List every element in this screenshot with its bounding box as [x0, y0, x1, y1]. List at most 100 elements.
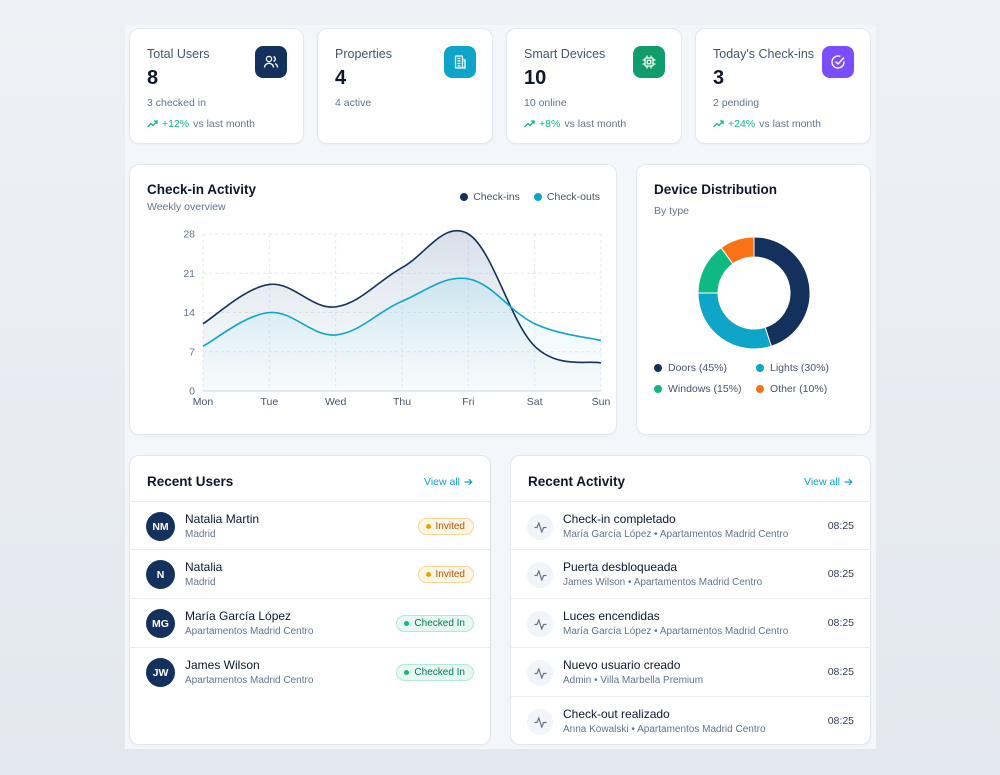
activity-row[interactable]: Luces encendidas María García López • Ap… — [511, 599, 870, 648]
device-distribution-card: Device Distribution By type Doors (45%) … — [636, 164, 871, 435]
user-row[interactable]: MG María García López Apartamentos Madri… — [130, 599, 490, 648]
stat-value: 8 — [147, 67, 159, 89]
legend-swatch — [756, 385, 764, 393]
activity-user: María García López — [563, 529, 652, 540]
trend-suffix: vs last month — [193, 118, 256, 130]
chart-legend: Check-ins Check-outs — [460, 191, 600, 203]
stat-sub: 3 checked in — [147, 97, 206, 109]
legend-item-checkouts[interactable]: Check-outs — [533, 191, 600, 203]
x-tick-label: Tue — [260, 396, 278, 408]
activity-time: 08:25 — [827, 715, 854, 727]
view-all-activity-link[interactable]: View all — [804, 476, 853, 488]
legend-item-checkins[interactable]: Check-ins — [460, 191, 520, 203]
user-name: María García López — [185, 609, 292, 623]
activity-title: Nuevo usuario creado — [563, 658, 681, 672]
donut-legend: Doors (45%) Lights (30%) Windows (15%) O… — [654, 362, 856, 395]
activity-title: Check-out realizado — [563, 707, 670, 721]
stat-trend: +24% vs last month — [713, 118, 821, 130]
user-location: Apartamentos Madrid Centro — [185, 626, 314, 637]
legend-label: Check-outs — [546, 191, 600, 203]
stat-sub: 2 pending — [713, 97, 760, 109]
legend-label: Other (10%) — [770, 383, 828, 395]
legend-label: Check-ins — [473, 191, 520, 203]
activity-meta: María García López • Apartamentos Madrid… — [563, 626, 789, 637]
user-name: Natalia — [185, 560, 223, 574]
activity-row[interactable]: Puerta desbloqueada James Wilson • Apart… — [511, 550, 870, 599]
arrow-right-icon — [464, 478, 473, 486]
activity-title: Check-in completado — [563, 512, 676, 526]
user-location: Madrid — [185, 529, 216, 540]
stat-title: Total Users — [147, 47, 210, 61]
arrow-right-icon — [844, 478, 853, 486]
recent-activity-card: Recent Activity View all Check-in comple… — [510, 455, 871, 745]
stat-card-total-users[interactable]: Total Users 8 3 checked in +12% vs last … — [129, 28, 304, 144]
check-circle-icon — [822, 46, 854, 78]
activity-user: Anna Kowalski — [563, 724, 629, 735]
legend-label: Doors (45%) — [668, 362, 727, 374]
activity-user: James Wilson — [563, 577, 626, 588]
device-donut-chart — [697, 236, 811, 350]
stat-trend: +12% vs last month — [147, 118, 255, 130]
activity-title: Puerta desbloqueada — [563, 560, 678, 574]
user-name: James Wilson — [185, 658, 260, 672]
card-title: Check-in Activity — [147, 182, 257, 197]
activity-meta: Anna Kowalski • Apartamentos Madrid Cent… — [563, 724, 766, 735]
status-label: Invited — [435, 569, 465, 580]
y-tick-label: 21 — [183, 268, 195, 280]
stat-card-todays-checkins[interactable]: Today's Check-ins 3 2 pending +24% vs la… — [695, 28, 871, 144]
user-location: Madrid — [185, 577, 216, 588]
stat-trend: +8% vs last month — [524, 118, 626, 130]
user-row[interactable]: N Natalia Madrid Invited — [130, 550, 490, 599]
activity-meta: María García López • Apartamentos Madrid… — [563, 529, 789, 540]
legend-item-windows: Windows (15%) — [654, 383, 756, 395]
stat-value: 3 — [713, 67, 725, 89]
avatar: MG — [146, 609, 175, 638]
y-tick-label: 7 — [189, 346, 195, 358]
trend-up-icon — [713, 120, 724, 128]
activity-row[interactable]: Check-in completado María García López •… — [511, 501, 870, 550]
activity-user: Admin — [563, 675, 592, 686]
status-dot — [404, 621, 410, 626]
legend-swatch — [756, 364, 764, 372]
status-label: Invited — [435, 521, 465, 532]
activity-pulse-icon — [527, 709, 553, 735]
card-title: Device Distribution — [654, 182, 778, 197]
activity-title: Luces encendidas — [563, 609, 660, 623]
activity-time: 08:25 — [827, 617, 854, 629]
recent-users-card: Recent Users View all NM Natalia Martin … — [129, 455, 491, 745]
stat-card-smart-devices[interactable]: Smart Devices 10 10 online +8% vs last m… — [506, 28, 682, 144]
legend-item-doors: Doors (45%) — [654, 362, 756, 374]
status-label: Checked In — [414, 618, 465, 629]
user-row[interactable]: JW James Wilson Apartamentos Madrid Cent… — [130, 648, 490, 697]
avatar: JW — [146, 658, 175, 687]
user-name: Natalia Martin — [185, 512, 260, 526]
activity-row[interactable]: Nuevo usuario creado Admin • Villa Marbe… — [511, 648, 870, 697]
status-dot — [404, 670, 410, 675]
series-area-check-outs — [203, 278, 601, 391]
view-all-label: View all — [804, 476, 840, 488]
activity-pulse-icon — [527, 562, 553, 588]
stat-value: 10 — [524, 67, 547, 89]
activity-place: Villa Marbella Premium — [600, 675, 704, 686]
activity-user: María García López — [563, 626, 652, 637]
y-tick-label: 28 — [183, 229, 195, 241]
status-badge: Checked In — [396, 615, 474, 632]
stat-sub: 4 active — [335, 97, 372, 109]
view-all-users-link[interactable]: View all — [424, 476, 473, 488]
avatar: N — [146, 560, 175, 589]
stat-card-properties[interactable]: Properties 4 4 active — [317, 28, 493, 144]
activity-place: Apartamentos Madrid Centro — [637, 724, 766, 735]
activity-place: Apartamentos Madrid Centro — [659, 529, 789, 540]
trend-value: +12% — [162, 118, 190, 130]
x-tick-label: Fri — [462, 396, 474, 408]
trend-value: +8% — [539, 118, 561, 130]
activity-row[interactable]: Check-out realizado Anna Kowalski • Apar… — [511, 697, 870, 746]
y-tick-label: 14 — [183, 307, 195, 319]
legend-swatch — [654, 364, 662, 372]
status-label: Checked In — [414, 667, 465, 678]
user-row[interactable]: NM Natalia Martin Madrid Invited — [130, 501, 490, 550]
status-dot — [425, 572, 431, 577]
stat-value: 4 — [335, 67, 347, 89]
x-tick-label: Wed — [325, 396, 347, 408]
trend-value: +24% — [728, 118, 756, 130]
